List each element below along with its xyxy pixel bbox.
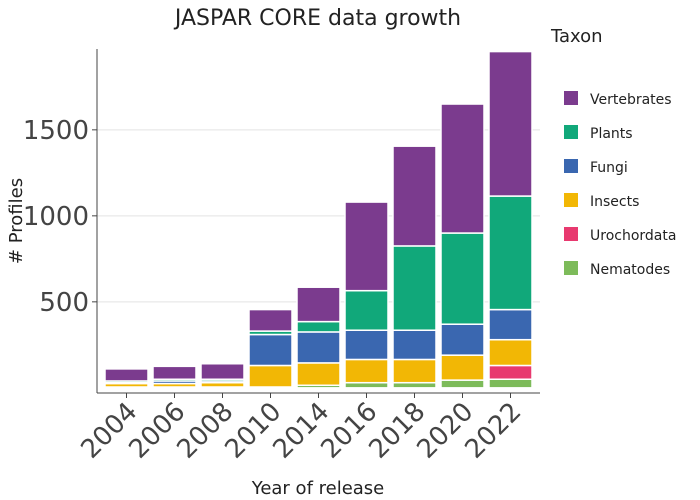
bar-segment-plants-2016 [344, 289, 389, 331]
bar-stack-group [104, 50, 533, 389]
bar-segment-plants-2020 [440, 232, 485, 325]
legend: Vertebrates Plants Fungi Insects Urochordata… [564, 91, 676, 278]
bar-segment-nematodes-2020 [440, 379, 485, 389]
bar-segment-fungi-2022 [488, 308, 533, 341]
bar-segment-plants-2014 [296, 320, 341, 333]
bar-segment-fungi-2010 [248, 333, 293, 367]
bar-segment-insects-2018 [392, 358, 437, 384]
x-tick-label: 2022 [459, 397, 527, 465]
y-tick-label: 1000 [23, 202, 89, 232]
bar-segment-urochordata-2022 [488, 364, 533, 380]
bar-segment-vertebrates-2016 [344, 201, 389, 292]
bar-segment-fungi-2020 [440, 323, 485, 356]
bar-segment-vertebrates-2008 [200, 363, 245, 380]
y-axis-label: # Profiles [6, 178, 27, 264]
bar-segment-insects-2022 [488, 338, 533, 367]
bar-segment-insects-2016 [344, 358, 389, 384]
bar-segment-nematodes-2022 [488, 378, 533, 389]
legend-swatch-urochordata [564, 227, 578, 241]
legend-label-nematodes: Nematodes [590, 262, 670, 278]
legend-label-fungi: Fungi [590, 160, 628, 176]
bar-segment-vertebrates-2010 [248, 308, 293, 332]
legend-title: Taxon [550, 26, 603, 47]
legend-label-plants: Plants [590, 126, 633, 142]
legend-swatch-plants [564, 125, 578, 139]
bar-segment-insects-2020 [440, 354, 485, 381]
chart-title: JASPAR CORE data growth [173, 6, 461, 31]
y-tick-label: 500 [39, 288, 89, 318]
bar-segment-fungi-2016 [344, 329, 389, 361]
bar-segment-fungi-2018 [392, 329, 437, 361]
bar-segment-plants-2022 [488, 195, 533, 311]
bar-segment-nematodes-2018 [392, 381, 437, 389]
legend-swatch-insects [564, 193, 578, 207]
x-axis-label: Year of release [251, 478, 385, 499]
bar-segment-vertebrates-2020 [440, 103, 485, 234]
bar-segment-vertebrates-2022 [488, 50, 533, 197]
bar-segment-vertebrates-2004 [104, 368, 149, 382]
legend-swatch-vertebrates [564, 91, 578, 105]
y-axis-ticks: 500 1000 1500 [23, 116, 97, 318]
bar-segment-vertebrates-2014 [296, 286, 341, 323]
bar-segment-vertebrates-2018 [392, 145, 437, 247]
legend-label-urochordata: Urochordata [590, 228, 676, 244]
y-tick-label: 1500 [23, 116, 89, 146]
bar-segment-insects-2014 [296, 362, 341, 387]
legend-swatch-fungi [564, 159, 578, 173]
legend-label-vertebrates: Vertebrates [590, 92, 672, 108]
bar-segment-insects-2010 [248, 364, 293, 388]
bar-segment-plants-2018 [392, 245, 437, 331]
bar-segment-nematodes-2016 [344, 381, 389, 389]
bar-segment-vertebrates-2006 [152, 365, 197, 380]
bar-segment-fungi-2014 [296, 331, 341, 364]
legend-label-insects: Insects [590, 194, 639, 210]
legend-swatch-nematodes [564, 261, 578, 275]
